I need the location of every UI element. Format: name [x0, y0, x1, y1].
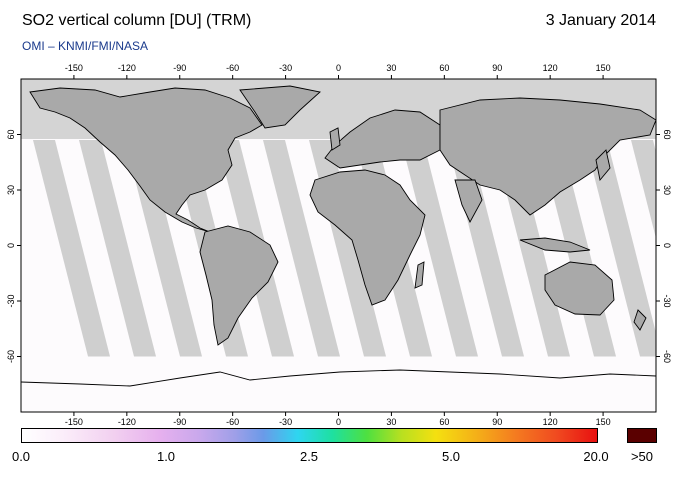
lon-tick-label: 60 — [439, 63, 449, 73]
new-zealand — [633, 309, 647, 331]
lon-tick-label: -30 — [279, 417, 292, 427]
swath-band — [79, 140, 156, 357]
lon-tick-label: 120 — [543, 63, 558, 73]
lon-tick-label: 0 — [336, 63, 341, 73]
lat-tick-label: -30 — [662, 294, 672, 307]
lon-tick-label: 30 — [386, 63, 396, 73]
continents — [29, 85, 656, 346]
lon-tick-label: -90 — [173, 417, 186, 427]
lat-tick-label: -60 — [6, 350, 16, 363]
map-date: 3 January 2014 — [545, 12, 656, 29]
lon-tick-label: -150 — [65, 417, 83, 427]
lon-tick-label: 90 — [492, 63, 502, 73]
colorbar-label-2: 2.5 — [299, 449, 319, 464]
colorbar — [21, 428, 598, 443]
lon-tick-label: -90 — [173, 63, 186, 73]
lon-tick-label: 150 — [596, 417, 611, 427]
colorbar-label-4: 20.0 — [583, 449, 609, 464]
north-america — [29, 87, 263, 233]
lon-tick-label: -120 — [118, 63, 136, 73]
great-britain — [329, 127, 341, 151]
swath-band — [631, 140, 656, 239]
lon-tick-label: 60 — [439, 417, 449, 427]
lat-tick-label: 60 — [6, 129, 16, 139]
swath-band — [33, 140, 110, 357]
lon-tick-label: -30 — [279, 63, 292, 73]
lat-tick-label: 0 — [6, 243, 16, 248]
lon-tick-label: 90 — [492, 417, 502, 427]
map-axes: -150 -150 -120 -120 -90 -90 -60 -60 -30 -30 0 0 30 30… — [6, 63, 672, 427]
lon-tick-label: 30 — [386, 417, 396, 427]
lat-tick-label: 30 — [662, 185, 672, 195]
swath-band — [125, 140, 202, 357]
japan — [595, 149, 611, 182]
lon-tick-label: -120 — [118, 417, 136, 427]
data-credit: OMI – KNMI/FMI/NASA — [22, 39, 149, 53]
swath-band — [401, 140, 478, 357]
map-title: SO2 vertical column [DU] (TRM) — [22, 12, 252, 29]
lat-tick-label: -30 — [6, 294, 16, 307]
swath-band — [585, 140, 656, 357]
lat-tick-label: 30 — [6, 185, 16, 195]
colorbar-overflow — [627, 428, 657, 443]
colorbar-label-1: 1.0 — [156, 449, 176, 464]
greenland — [239, 85, 321, 129]
colorbar-label-5: >50 — [630, 449, 654, 464]
antarctica-coastline — [21, 369, 656, 387]
lat-tick-label: 0 — [662, 243, 672, 248]
indonesia — [519, 237, 591, 253]
lat-tick-label: -60 — [662, 350, 672, 363]
swath-band — [263, 140, 340, 357]
south-america — [199, 225, 279, 346]
lon-tick-label: -150 — [65, 63, 83, 73]
lon-tick-label: 0 — [336, 417, 341, 427]
lat-tick-label: 60 — [662, 129, 672, 139]
lon-tick-label: 150 — [596, 63, 611, 73]
madagascar — [414, 261, 425, 289]
india — [454, 179, 483, 223]
colorbar-label-3: 5.0 — [441, 449, 461, 464]
lon-tick-label: -60 — [226, 417, 239, 427]
australia — [544, 261, 615, 316]
lon-tick-label: 120 — [543, 417, 558, 427]
africa — [309, 169, 426, 306]
lon-tick-label: -60 — [226, 63, 239, 73]
colorbar-label-0: 0.0 — [11, 449, 31, 464]
